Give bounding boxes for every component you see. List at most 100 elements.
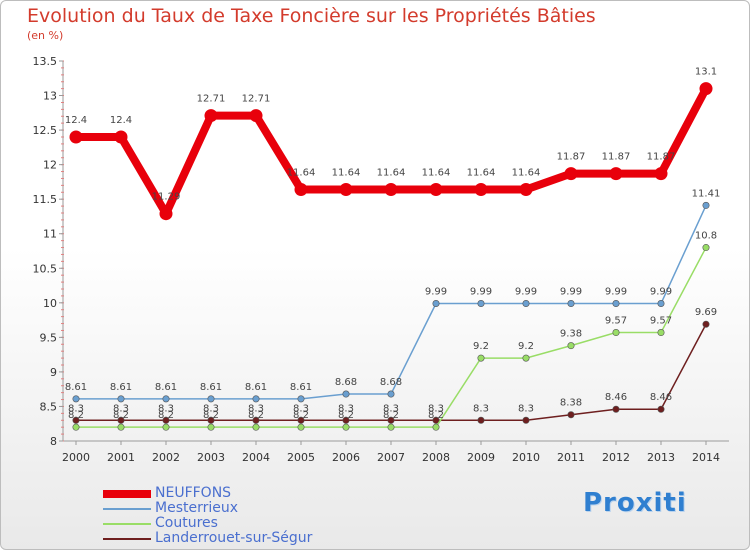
data-point [252,423,260,431]
data-label: 9.2 [518,341,534,352]
x-tick-label: 2007 [377,451,405,464]
x-tick-label: 2014 [692,451,720,464]
data-point [564,167,578,181]
data-point [297,416,305,424]
data-point [294,183,308,197]
data-point [162,423,170,431]
x-tick-label: 2006 [332,451,360,464]
y-tick-label: 9 [50,366,57,379]
series-landerrouet-sur-s-gur: 8.3 8.3 8.3 8.3 8.3 8.3 8.3 8.3 8.3 8.3 8.3 8.38 8.4… [68,307,717,424]
data-label: 9.99 [515,287,537,298]
data-label: 8.3 [68,403,84,414]
data-label: 8.2 [158,410,174,421]
data-point [432,300,440,308]
data-point [72,395,80,403]
data-label: 8.2 [203,410,219,421]
data-point [387,390,395,398]
series-neuffons: 12.4 12.4 11.29 12.71 12.71 11.64 11.64 11.64 11… [65,67,717,221]
data-label: 8.61 [245,382,267,393]
data-label: 9.99 [650,287,672,298]
data-label: 8.2 [113,410,129,421]
data-point [699,82,713,96]
y-tick-label: 12.5 [33,124,58,137]
data-point [657,405,665,413]
x-tick-label: 2004 [242,451,270,464]
data-label: 9.99 [425,287,447,298]
data-point [249,109,263,123]
x-tick-label: 2003 [197,451,225,464]
y-tick-label: 13 [43,90,57,103]
data-point [117,416,125,424]
data-point [252,395,260,403]
y-tick-label: 10 [43,297,57,310]
legend-swatch [103,490,151,498]
data-point [207,416,215,424]
legend-label: Landerrouet-sur-Ségur [155,530,313,546]
x-tick-label: 2000 [62,451,90,464]
data-point [567,411,575,419]
data-point [657,300,665,308]
y-tick-label: 11.5 [33,193,58,206]
x-tick-label: 2001 [107,451,135,464]
x-tick-label: 2002 [152,451,180,464]
data-point [612,329,620,337]
x-tick-label: 2009 [467,451,495,464]
data-point [612,300,620,308]
data-label: 9.57 [650,316,672,327]
data-label: 8.3 [518,403,534,414]
data-point [204,109,218,123]
y-tick-label: 13.5 [33,55,58,68]
y-tick-label: 10.5 [33,262,58,275]
legend-swatch [103,538,151,540]
data-label: 11.64 [287,168,316,179]
data-point [432,416,440,424]
data-point [342,423,350,431]
series-line [75,204,707,400]
data-label: 12.4 [110,115,132,126]
data-label: 9.38 [560,329,582,340]
x-tick-label: 2013 [647,451,675,464]
data-label: 11.64 [422,168,451,179]
data-label: 8.2 [68,410,84,421]
data-point [432,423,440,431]
x-tick-label: 2011 [557,451,585,464]
x-tick-label: 2010 [512,451,540,464]
data-label: 8.68 [335,377,357,388]
data-point [522,354,530,362]
data-label: 8.2 [338,410,354,421]
data-point [477,416,485,424]
x-tick-label: 2012 [602,451,630,464]
data-label: 8.46 [605,392,627,403]
legend-label: Mesterrieux [155,500,239,516]
y-tick-label: 8.5 [40,400,58,413]
data-label: 12.4 [65,115,87,126]
data-point [567,300,575,308]
data-label: 8.2 [293,410,309,421]
data-point [474,183,488,197]
data-label: 11.87 [557,152,586,163]
y-tick-label: 11 [43,228,57,241]
data-point [162,395,170,403]
chart-title: Evolution du Taux de Taxe Foncière sur l… [27,5,596,27]
data-label: 11.29 [152,192,181,203]
data-label: 9.2 [473,341,489,352]
data-label: 9.57 [605,316,627,327]
data-label: 11.87 [647,152,676,163]
data-point [297,395,305,403]
data-point [114,130,128,144]
data-point [159,207,173,221]
data-point [342,390,350,398]
data-label: 11.64 [332,168,361,179]
data-point [657,329,665,337]
legend-swatch [103,523,151,525]
data-label: 11.41 [692,188,721,199]
data-label: 8.3 [203,403,219,414]
data-point [162,416,170,424]
data-point [519,183,533,197]
data-label: 8.2 [428,410,444,421]
data-label: 12.71 [242,94,271,105]
data-point [522,416,530,424]
data-label: 8.61 [200,382,222,393]
